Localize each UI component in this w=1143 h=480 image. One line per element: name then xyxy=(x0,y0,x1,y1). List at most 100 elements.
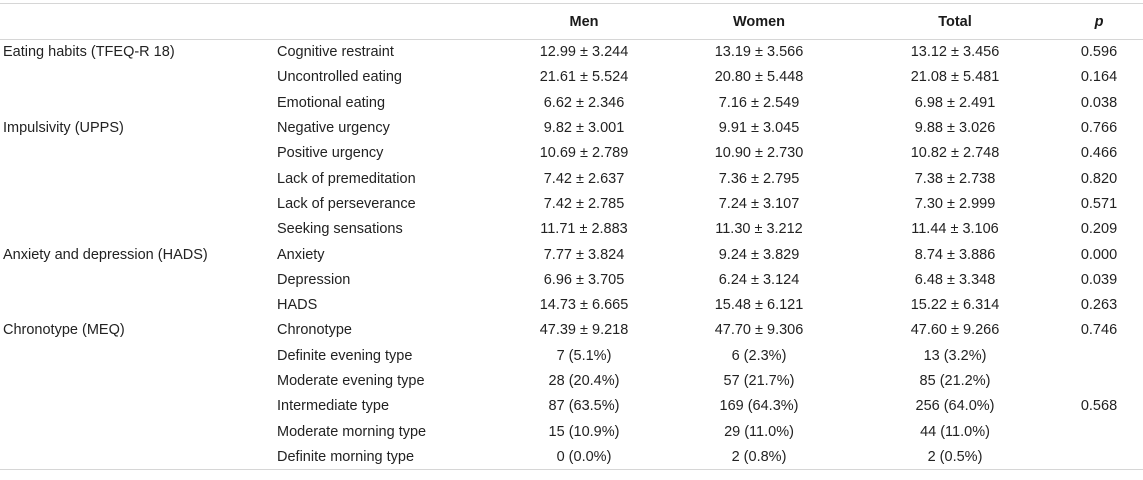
cell-measure: Lack of perseverance xyxy=(277,195,416,212)
cell-p-value: 0.766 xyxy=(1080,120,1118,137)
table-row: Depression 6.96 ± 3.705 6.24 ± 3.124 6.48 ±… xyxy=(0,267,1143,292)
table-row: Uncontrolled eating 21.61 ± 5.524 20.80 ± … xyxy=(0,65,1143,90)
header-measure xyxy=(270,3,505,40)
cell-women: 47.70 ± 9.306 xyxy=(714,322,804,339)
cell-total: 6.98 ± 2.491 xyxy=(914,94,996,111)
cell-p-value: 0.263 xyxy=(1080,297,1118,314)
cell-measure: Definite morning type xyxy=(270,444,505,471)
cell-men: 7.77 ± 3.824 xyxy=(543,246,625,263)
cell-total: 6.48 ± 3.348 xyxy=(914,271,996,288)
cell-total: 9.88 ± 3.026 xyxy=(914,120,996,137)
table-row: Moderate evening type 28 (20.4%) 57 (21.7%… xyxy=(0,368,1143,393)
cell-men: 47.39 ± 9.218 xyxy=(539,322,629,339)
cell-p-value xyxy=(1055,444,1143,471)
cell-women: 2 (0.8%) xyxy=(663,444,855,471)
cell-total: 47.60 ± 9.266 xyxy=(910,322,1000,339)
cell-group xyxy=(0,217,270,242)
cell-p-value: 0.466 xyxy=(1080,145,1118,162)
cell-group: Eating habits (TFEQ-R 18) xyxy=(3,44,175,61)
cell-p-value xyxy=(1055,343,1143,368)
header-men: Men xyxy=(505,3,663,40)
cell-men: 0 (0.0%) xyxy=(505,444,663,471)
table-row: Definite evening type 7 (5.1%) 6 (2.3%) 13 … xyxy=(0,343,1143,368)
cell-women: 11.30 ± 3.212 xyxy=(715,221,803,238)
cell-men: 14.73 ± 6.665 xyxy=(539,297,629,314)
cell-total: 8.74 ± 3.886 xyxy=(914,246,996,263)
cell-men: 21.61 ± 5.524 xyxy=(539,69,629,86)
table-row: Emotional eating 6.62 ± 2.346 7.16 ± 2.549… xyxy=(0,90,1143,115)
cell-men: 6.62 ± 2.346 xyxy=(543,94,625,111)
cell-women: 9.91 ± 3.045 xyxy=(718,120,800,137)
cell-measure: Chronotype xyxy=(277,322,352,339)
table-row: Positive urgency 10.69 ± 2.789 10.90 ± 2.7… xyxy=(0,141,1143,166)
cell-measure: Depression xyxy=(277,271,351,288)
cell-group xyxy=(0,90,270,115)
cell-men: 87 (63.5%) xyxy=(548,398,620,415)
cell-men: 7.42 ± 2.637 xyxy=(543,170,625,187)
cell-group xyxy=(0,292,270,317)
cell-measure: Seeking sensations xyxy=(277,221,403,238)
cell-measure: Cognitive restraint xyxy=(277,44,394,61)
cell-p-value: 0.820 xyxy=(1080,170,1118,187)
cell-men: 9.82 ± 3.001 xyxy=(543,120,625,137)
cell-total: 10.82 ± 2.748 xyxy=(910,145,1000,162)
cell-women: 7.24 ± 3.107 xyxy=(718,195,800,212)
cell-total: 13.12 ± 3.456 xyxy=(910,44,1000,61)
cell-women: 7.36 ± 2.795 xyxy=(718,170,800,187)
table-row: Lack of premeditation 7.42 ± 2.637 7.36 ± … xyxy=(0,166,1143,191)
table-row: Impulsivity (UPPS) Negative urgency 9.82 ±… xyxy=(0,115,1143,140)
cell-women: 29 (11.0%) xyxy=(724,423,794,440)
cell-women: 10.90 ± 2.730 xyxy=(714,145,804,162)
table-row: Eating habits (TFEQ-R 18) Cognitive restr… xyxy=(0,40,1143,65)
cell-measure: Positive urgency xyxy=(277,145,384,162)
cell-total: 7.38 ± 2.738 xyxy=(914,170,996,187)
cell-women: 169 (64.3%) xyxy=(719,398,799,415)
cell-measure: Moderate morning type xyxy=(277,423,427,440)
cell-women: 6 (2.3%) xyxy=(731,347,787,364)
cell-measure: Lack of premeditation xyxy=(277,170,416,187)
cell-group xyxy=(0,141,270,166)
cell-men: 28 (20.4%) xyxy=(548,373,620,389)
cell-p-value: 0.596 xyxy=(1080,44,1118,61)
cell-women: 20.80 ± 5.448 xyxy=(714,69,804,86)
cell-measure: Intermediate type xyxy=(277,398,390,415)
cell-women: 15.48 ± 6.121 xyxy=(714,297,804,314)
table-row: Lack of perseverance 7.42 ± 2.785 7.24 ± 3… xyxy=(0,191,1143,216)
cell-p-value: 0.000 xyxy=(1080,246,1118,263)
cell-group xyxy=(0,267,270,292)
cell-men: 6.96 ± 3.705 xyxy=(543,271,625,288)
cell-measure: Uncontrolled eating xyxy=(277,69,402,86)
table-row: Seeking sensations 11.71 ± 2.883 11.30 ± 3… xyxy=(0,217,1143,242)
cell-men: 15 (10.9%) xyxy=(548,423,620,440)
cell-women: 13.19 ± 3.566 xyxy=(714,44,804,61)
cell-group xyxy=(0,65,270,90)
header-p-value: p xyxy=(1055,3,1143,40)
cell-women: 7.16 ± 2.549 xyxy=(718,94,800,111)
cell-total: 11.44 ± 3.106 xyxy=(911,221,999,238)
cell-p-value: 0.571 xyxy=(1080,195,1118,212)
cell-group: Impulsivity (UPPS) xyxy=(3,120,124,137)
cell-group xyxy=(0,394,270,419)
cell-total: 44 (11.0%) xyxy=(920,423,990,440)
cell-women: 6.24 ± 3.124 xyxy=(718,271,800,288)
cell-group xyxy=(0,191,270,216)
cell-total: 85 (21.2%) xyxy=(919,373,991,389)
cell-p-value xyxy=(1055,368,1143,393)
cell-measure: Moderate evening type xyxy=(277,373,425,389)
cell-measure: HADS xyxy=(277,297,318,314)
cell-men: 7 (5.1%) xyxy=(556,347,612,364)
table-row: Chronotype (MEQ) Chronotype 47.39 ± 9.218 4… xyxy=(0,318,1143,343)
cell-men: 7.42 ± 2.785 xyxy=(543,195,625,212)
cell-group xyxy=(0,368,270,393)
cell-measure: Emotional eating xyxy=(277,94,386,111)
cell-measure: Anxiety xyxy=(277,246,325,263)
table-row: Anxiety and depression (HADS) Anxiety 7.77… xyxy=(0,242,1143,267)
table-row: Intermediate type 87 (63.5%) 169 (64.3%) 25… xyxy=(0,394,1143,419)
table-row: Moderate morning type 15 (10.9%) 29 (11.0%… xyxy=(0,419,1143,444)
cell-women: 9.24 ± 3.829 xyxy=(718,246,800,263)
cell-p-value: 0.039 xyxy=(1080,271,1118,288)
cell-group xyxy=(0,166,270,191)
cell-p-value: 0.209 xyxy=(1080,221,1118,238)
cell-measure: Definite evening type xyxy=(277,347,413,364)
header-group xyxy=(0,3,270,40)
